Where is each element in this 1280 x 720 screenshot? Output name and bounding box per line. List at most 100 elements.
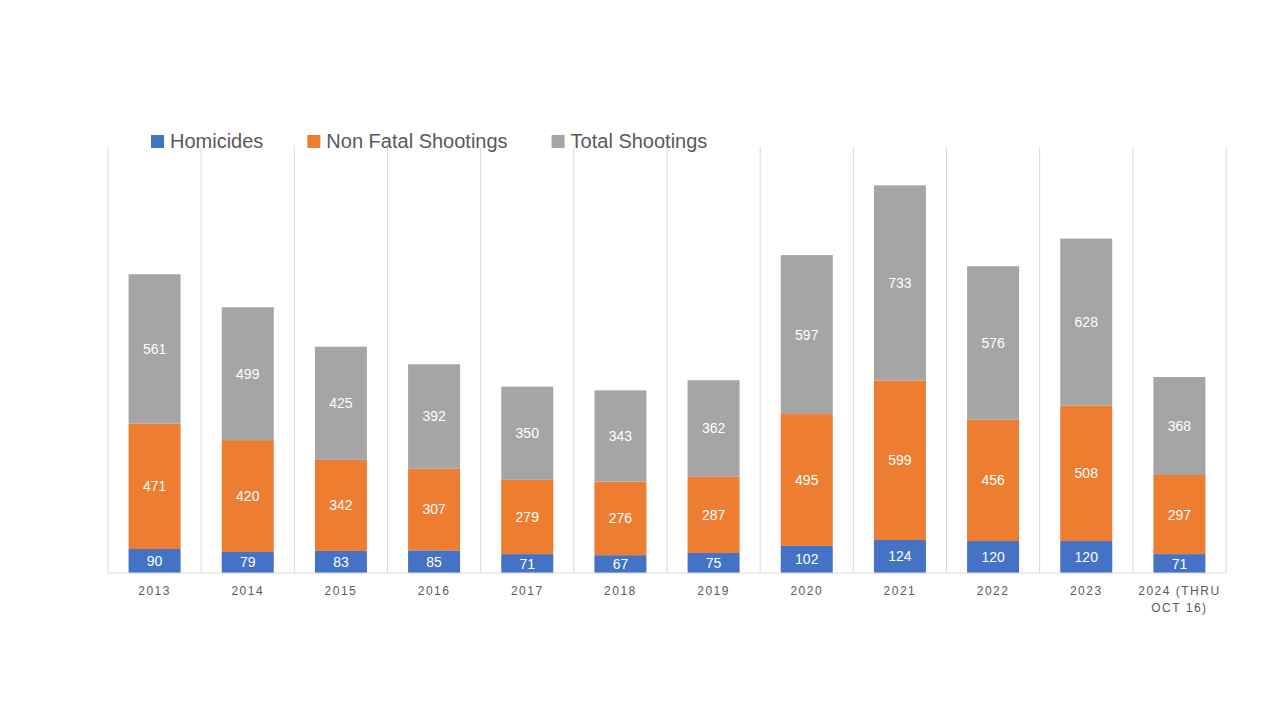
bar-segment	[688, 380, 740, 476]
data-label: 362	[702, 420, 726, 436]
data-label: 71	[519, 556, 535, 572]
x-tick-label-line: 2021	[884, 584, 917, 598]
data-label: 499	[236, 366, 260, 382]
x-tick-label-line: 2024 (THRU	[1138, 584, 1220, 598]
bar-segment	[501, 554, 553, 573]
bar-segment	[1060, 406, 1112, 541]
data-label: 67	[613, 556, 629, 572]
legend-label: Non Fatal Shootings	[326, 130, 507, 152]
data-label: 733	[888, 275, 912, 291]
x-tick-label-line: 2023	[1070, 584, 1103, 598]
data-label: 495	[795, 472, 819, 488]
grid-line	[1039, 147, 1040, 573]
grid-line	[294, 147, 295, 573]
data-label: 75	[706, 555, 722, 571]
data-label: 597	[795, 327, 819, 343]
x-tick-label: 2018	[604, 584, 637, 598]
x-tick-label: 2015	[325, 584, 358, 598]
data-label: 350	[516, 425, 540, 441]
grid-line	[946, 147, 947, 573]
x-tick-label: 2014	[231, 584, 264, 598]
chart: 9047156179420499833424258530739271279350…	[0, 0, 1280, 720]
x-tick-label-line: 2019	[697, 584, 730, 598]
grid-line	[1226, 147, 1227, 573]
bar-segment	[781, 546, 833, 573]
grid-line	[201, 147, 202, 573]
data-label: 90	[147, 553, 163, 569]
bar-segment	[129, 424, 181, 549]
legend: Homicides Non Fatal Shootings Total Shooti…	[151, 130, 707, 152]
x-tick-label: 2022	[977, 584, 1010, 598]
data-label: 120	[981, 549, 1005, 565]
bar-segment	[315, 347, 367, 460]
bar-segment	[1060, 239, 1112, 406]
data-label: 287	[702, 507, 726, 523]
bars	[129, 185, 1206, 573]
bar-segment	[408, 469, 460, 551]
bar-segment	[501, 387, 553, 480]
bar-segment	[129, 549, 181, 573]
bar-segment	[1153, 377, 1205, 475]
bar-segment	[874, 540, 926, 573]
legend-label: Total Shootings	[571, 130, 708, 152]
bar-segment	[129, 274, 181, 423]
grid-line	[573, 147, 574, 573]
data-label: 628	[1075, 314, 1099, 330]
grid-line	[760, 147, 761, 573]
bar-segment	[781, 414, 833, 546]
bar-segment	[408, 550, 460, 573]
data-label: 297	[1168, 507, 1192, 523]
bar-segment	[222, 552, 274, 573]
bar-segment	[1060, 541, 1112, 573]
x-tick-label-line: 2022	[977, 584, 1010, 598]
bar-segment	[967, 266, 1019, 419]
data-label: 456	[981, 472, 1005, 488]
x-tick-label: 2020	[790, 584, 823, 598]
data-label: 343	[609, 428, 633, 444]
bar-segment	[688, 553, 740, 573]
bar-segment	[1153, 554, 1205, 573]
data-label: 420	[236, 488, 260, 504]
data-label: 576	[981, 335, 1005, 351]
data-label: 392	[422, 408, 446, 424]
data-label: 508	[1075, 465, 1099, 481]
bar-segment	[408, 364, 460, 468]
bar-segment	[1153, 475, 1205, 554]
x-tick-label: 2021	[884, 584, 917, 598]
grid-line	[480, 147, 481, 573]
data-label: 599	[888, 452, 912, 468]
x-tick-label-line: 2015	[325, 584, 358, 598]
x-tick-label-line: 2018	[604, 584, 637, 598]
data-label: 279	[516, 509, 540, 525]
x-tick-label: 2016	[418, 584, 451, 598]
bar-segment	[222, 307, 274, 440]
x-tick-label: 2013	[138, 584, 171, 598]
data-label: 124	[888, 548, 912, 564]
x-tick-label: 2019	[697, 584, 730, 598]
data-label: 71	[1172, 556, 1188, 572]
x-tick-label-line: 2013	[138, 584, 171, 598]
x-tick-label-line: 2020	[790, 584, 823, 598]
data-label: 83	[333, 554, 349, 570]
data-label: 79	[240, 554, 256, 570]
data-label: 471	[143, 478, 167, 494]
bar-segment	[315, 551, 367, 573]
grid-line	[108, 147, 109, 573]
bar-segment	[315, 460, 367, 551]
legend-label: Homicides	[170, 130, 263, 152]
data-label: 276	[609, 510, 633, 526]
legend-swatch	[151, 135, 164, 148]
data-label: 368	[1168, 418, 1192, 434]
bar-segment	[594, 555, 646, 573]
x-tick-label-line: 2017	[511, 584, 544, 598]
x-tick-label: 2023	[1070, 584, 1103, 598]
grid-line	[1132, 147, 1133, 573]
grid-line	[853, 147, 854, 573]
background	[0, 0, 1280, 720]
grid-line	[387, 147, 388, 573]
data-label: 102	[795, 551, 819, 567]
x-tick-label-line: 2016	[418, 584, 451, 598]
data-label: 342	[329, 497, 353, 513]
data-label: 120	[1075, 549, 1099, 565]
data-label: 561	[143, 341, 167, 357]
